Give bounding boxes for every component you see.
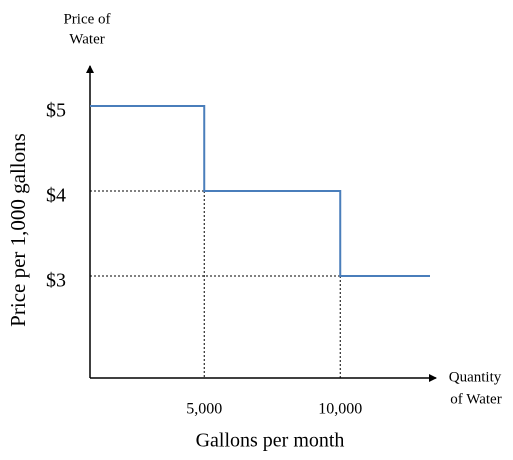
x-axis-end-label: Quantity xyxy=(449,369,502,385)
x-tick-label: 10,000 xyxy=(318,401,362,418)
x-axis-label: Gallons per month xyxy=(196,430,345,452)
x-axis-end-label: of Water xyxy=(450,391,501,407)
x-tick-label: 5,000 xyxy=(186,401,222,418)
y-tick-label: $4 xyxy=(46,185,66,207)
y-tick-label: $5 xyxy=(46,100,66,122)
y-axis-end-label: Price of xyxy=(63,11,110,27)
y-axis-end-label: Water xyxy=(69,31,104,47)
y-tick-label: $3 xyxy=(46,270,66,292)
y-axis-label: Price per 1,000 gallons xyxy=(6,133,30,327)
step-line xyxy=(90,105,430,277)
